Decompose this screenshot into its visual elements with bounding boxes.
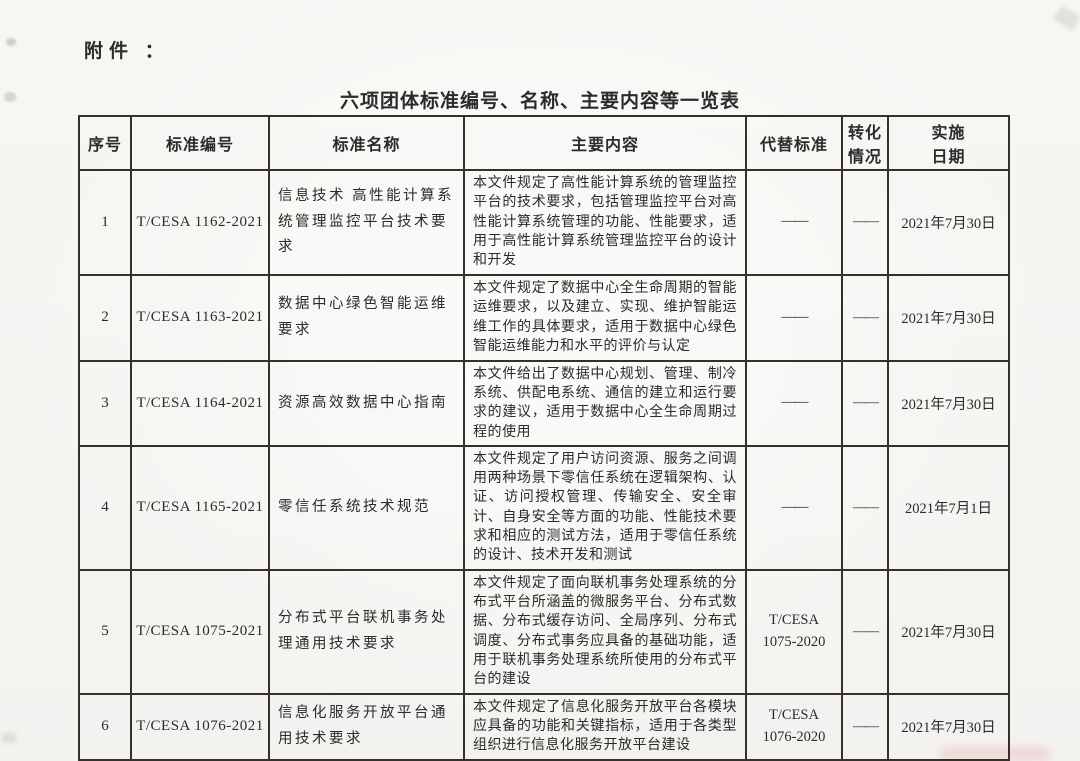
header-replaces: 代替标准	[745, 115, 843, 171]
cell-code: T/CESA 1162-2021	[130, 169, 270, 276]
cell-conversion: ——	[841, 359, 889, 447]
cell-no: 2	[78, 273, 132, 362]
cell-content: 本文件给出了数据中心规划、管理、制冷系统、供配电系统、通信的建立和运行要求的建议…	[463, 359, 747, 447]
cell-code: T/CESA 1076-2021	[130, 692, 270, 761]
table-header-row: 序号 标准编号 标准名称 主要内容 代替标准 转化情况 实施日期	[78, 115, 1010, 171]
table-row: 3 T/CESA 1164-2021 资源高效数据中心指南 本文件给出了数据中心…	[78, 359, 1010, 447]
cell-replaces: ——	[745, 444, 843, 571]
cell-code: T/CESA 1163-2021	[130, 273, 270, 362]
cell-date: 2021年7月30日	[887, 169, 1010, 276]
standards-table: 序号 标准编号 标准名称 主要内容 代替标准 转化情况 实施日期 1 T/CES…	[78, 115, 1010, 761]
cell-name: 信息技术 高性能计算系统管理监控平台技术要求	[268, 169, 465, 276]
cell-date: 2021年7月30日	[887, 692, 1010, 761]
header-date: 实施 日期	[887, 115, 1010, 171]
attachment-label: 附件 ：	[84, 41, 170, 62]
cell-code: T/CESA 1075-2021	[130, 568, 270, 695]
cell-no: 1	[78, 169, 132, 276]
header-date-line2: 日期	[931, 149, 966, 166]
cell-code: T/CESA 1165-2021	[130, 444, 270, 571]
cell-date: 2021年7月30日	[887, 273, 1010, 362]
cell-no: 5	[78, 568, 132, 695]
table-row: 6 T/CESA 1076-2021 信息化服务开放平台通用技术要求 本文件规定…	[78, 692, 1010, 761]
cell-replaces: T/CESA 1075-2020	[745, 568, 843, 695]
header-code: 标准编号	[130, 115, 270, 171]
cell-content: 本文件规定了面向联机事务处理系统的分布式平台所涵盖的微服务平台、分布式数据、分布…	[463, 568, 747, 695]
header-content: 主要内容	[463, 115, 747, 171]
header-conversion-line1: 转化	[847, 125, 882, 142]
header-no: 序号	[78, 115, 132, 171]
cell-name: 数据中心绿色智能运维要求	[268, 273, 465, 362]
cell-replaces: ——	[745, 273, 843, 362]
cell-name: 分布式平台联机事务处理通用技术要求	[268, 568, 465, 695]
cell-name: 信息化服务开放平台通用技术要求	[268, 692, 465, 761]
cell-code: T/CESA 1164-2021	[130, 359, 270, 447]
cell-conversion: ——	[841, 444, 889, 571]
cell-replaces: T/CESA 1076-2020	[745, 692, 843, 761]
cell-conversion: ——	[841, 692, 889, 761]
cell-name: 零信任系统技术规范	[268, 444, 465, 571]
page-title: 六项团体标准编号、名称、主要内容等一览表	[339, 91, 740, 112]
header-conversion-line2: 情况	[847, 149, 882, 166]
cell-content: 本文件规定了数据中心全生命周期的智能运维要求，以及建立、实现、维护智能运维工作的…	[463, 273, 747, 362]
scan-artifact	[6, 38, 16, 46]
cell-conversion: ——	[841, 273, 889, 362]
cell-content: 本文件规定了高性能计算系统的管理监控平台的技术要求，包括管理监控平台对高性能计算…	[463, 169, 747, 276]
cell-no: 3	[78, 359, 132, 447]
scan-artifact	[1053, 5, 1080, 31]
cell-replaces: ——	[745, 359, 843, 447]
header-date-line1: 实施	[931, 125, 966, 142]
cell-date: 2021年7月30日	[887, 568, 1010, 695]
header-name: 标准名称	[268, 115, 465, 171]
cell-content: 本文件规定了用户访问资源、服务之间调用两种场景下零信任系统在逻辑架构、认证、访问…	[463, 444, 747, 571]
cell-no: 6	[78, 692, 132, 761]
cell-replaces: ——	[745, 169, 843, 276]
cell-conversion: ——	[841, 568, 889, 695]
table-row: 5 T/CESA 1075-2021 分布式平台联机事务处理通用技术要求 本文件…	[78, 568, 1010, 695]
scan-artifact	[2, 733, 16, 743]
cell-no: 4	[78, 444, 132, 571]
table-row: 1 T/CESA 1162-2021 信息技术 高性能计算系统管理监控平台技术要…	[78, 169, 1010, 276]
table-row: 2 T/CESA 1163-2021 数据中心绿色智能运维要求 本文件规定了数据…	[78, 273, 1010, 362]
table-row: 4 T/CESA 1165-2021 零信任系统技术规范 本文件规定了用户访问资…	[78, 444, 1010, 571]
cell-name: 资源高效数据中心指南	[268, 359, 465, 447]
header-conversion: 转化 情况	[841, 115, 889, 171]
cell-date: 2021年7月30日	[887, 359, 1010, 447]
cell-date: 2021年7月1日	[887, 444, 1010, 571]
cell-content: 本文件规定了信息化服务开放平台各模块应具备的功能和关键指标，适用于各类型组织进行…	[463, 692, 747, 761]
cell-conversion: ——	[841, 169, 889, 276]
